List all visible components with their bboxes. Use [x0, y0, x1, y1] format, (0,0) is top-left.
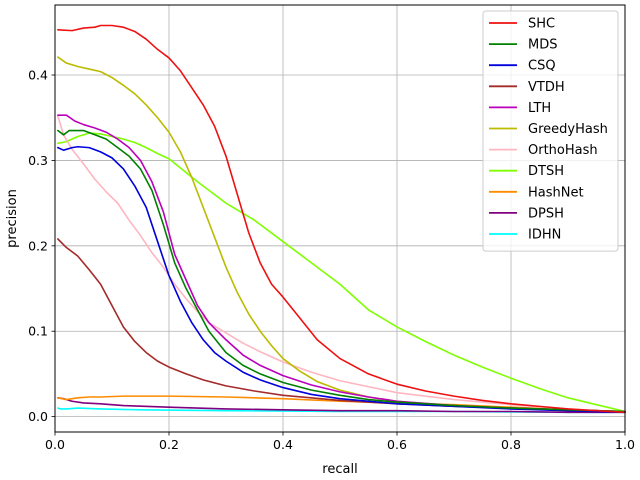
legend-label-orthohash: OrthoHash — [528, 143, 598, 158]
legend-label-dtsh: DTSH — [528, 164, 564, 179]
legend-label-hashnet: HashNet — [528, 185, 584, 200]
axes-frame — [54, 4, 626, 433]
x-tick-label: 0.2 — [159, 437, 179, 452]
series-line-mds — [57, 129, 626, 413]
y-tick-label: 0.1 — [28, 324, 48, 339]
y-tick-label: 0.2 — [28, 238, 48, 253]
legend-label-mds: MDS — [528, 38, 557, 53]
x-tick-label: 0.8 — [501, 437, 521, 452]
legend-label-dpsh: DPSH — [528, 206, 564, 221]
legend-label-idhn: IDHN — [528, 228, 561, 243]
x-tick-label: 1.0 — [615, 437, 635, 452]
legend-label-vtdh: VTDH — [528, 80, 565, 95]
y-tick-label: 0.4 — [28, 68, 48, 83]
y-axis-label: precision — [5, 189, 20, 248]
series-line-csq — [57, 145, 626, 414]
legend-label-lth: LTH — [528, 101, 551, 116]
x-axis-label: recall — [322, 462, 357, 477]
y-tick-label: 0.0 — [28, 409, 48, 424]
y-tick-label: 0.3 — [28, 153, 48, 168]
series-line-orthohash — [57, 115, 626, 414]
series-line-hashnet — [57, 395, 626, 413]
x-tick-label: 0.4 — [273, 437, 293, 452]
series-line-lth — [57, 114, 626, 413]
x-tick-label: 0.6 — [387, 437, 407, 452]
series-line-dpsh — [57, 397, 626, 414]
series-line-shc — [57, 24, 626, 414]
x-tick-label: 0.0 — [45, 437, 65, 452]
legend-label-shc: SHC — [528, 17, 555, 32]
series-line-dtsh — [57, 132, 626, 413]
ticks: 0.0 0.2 0.4 0.6 0.8 1.0 0.0 0.1 0.2 0.3 0.4 — [28, 68, 635, 452]
legend-label-csq: CSQ — [528, 59, 556, 74]
legend: SHC MDS CSQ VTDH LTH GreedyHash OrthoHash DTSH H… — [482, 10, 619, 252]
legend-label-greedyhash: GreedyHash — [528, 122, 608, 137]
series-lines — [57, 24, 626, 414]
